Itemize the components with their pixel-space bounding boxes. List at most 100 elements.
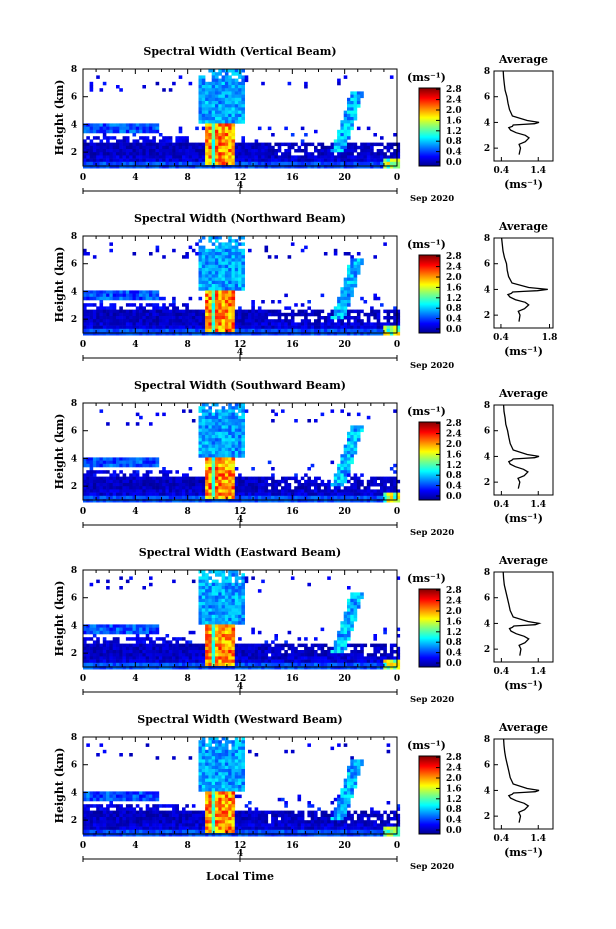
heatmap-cell [185,303,189,307]
heatmap-cell [125,646,130,651]
heatmap-cell [155,630,160,635]
heatmap-cell [224,602,229,606]
heatmap-cell [350,165,354,169]
heatmap-cell [198,75,203,79]
heatmap-cell [393,325,397,330]
heatmap-cell [340,495,344,500]
heatmap-cell [241,316,245,320]
heatmap-cell [145,637,150,641]
profile-y-tick-label: 8 [484,67,490,77]
heatmap-cell [221,614,226,619]
heatmap-cell [274,656,278,660]
heatmap-cell [267,666,272,670]
heatmap-cell [363,145,368,150]
heatmap-cell [264,319,269,323]
heatmap-cell [155,312,160,317]
heatmap-cell [238,431,242,436]
heatmap-cell [271,149,275,153]
heatmap-cell [376,328,381,333]
heatmap-cell [191,165,196,169]
heatmap-cell [218,252,222,256]
heatmap-cell [112,653,117,657]
heatmap-cell [353,441,358,445]
heatmap-cell [221,300,226,304]
heatmap-cell [99,656,104,660]
heatmap-cell [195,656,199,660]
heatmap-cell [343,280,348,285]
heatmap-cell [182,643,186,648]
heatmap-cell [208,608,212,612]
heatmap-cell [274,332,278,336]
heatmap-cell [86,161,90,166]
heatmap-cell [188,142,193,147]
heatmap-cell [205,271,209,275]
heatmap-cell [92,489,97,493]
heatmap-cell [168,489,173,493]
date-tick-label: 4 [237,181,243,191]
heatmap-cell [264,152,269,156]
heatmap-cell [218,412,222,417]
heatmap-cell [356,126,361,131]
profile-x-tick-label: 1.4 [530,500,546,510]
heatmap-cell [149,460,153,465]
heatmap-cell [116,479,120,484]
heatmap-cell [119,659,123,664]
heatmap-cell [396,495,401,500]
heatmap-cell [393,133,397,137]
heatmap-cell [244,492,249,497]
heatmap-cell [231,152,236,156]
heatmap-cell [92,627,97,632]
heatmap-cell [99,165,104,169]
heatmap-cell [267,325,272,330]
heatmap-cell [201,280,206,285]
heatmap-cell [158,666,163,670]
heatmap-cell [234,582,239,587]
heatmap-cell [277,659,282,664]
heatmap-cell [86,659,90,664]
heatmap-cell [231,602,236,606]
heatmap-cell [228,78,232,83]
heatmap-cell [211,463,216,468]
heatmap-cell [195,650,199,654]
heatmap-cell [83,123,87,127]
heatmap-cell [139,332,143,336]
heatmap-cell [201,85,206,89]
heatmap-cell [393,155,397,159]
heatmap-cell [333,499,338,503]
heatmap-cell [86,457,90,461]
heatmap-cell [162,659,166,664]
heatmap-cell [211,287,216,291]
heatmap-cell [314,650,318,654]
heatmap-cell [198,91,203,95]
heatmap-cell [228,653,232,657]
heatmap-cell [327,489,331,493]
heatmap-cell [119,332,123,336]
heatmap-cell [198,598,203,603]
heatmap-cell [343,120,348,124]
heatmap-cell [145,293,150,298]
heatmap-cell [327,479,331,484]
x-tick-label: 8 [185,173,191,183]
heatmap-cell [231,409,236,413]
heatmap-cell [208,637,212,641]
heatmap-cell [224,425,229,429]
heatmap-cell [96,637,100,641]
heatmap-cell [178,129,183,134]
heatmap-cell [238,451,242,455]
heatmap-cell [373,495,377,500]
heatmap-cell [228,104,232,108]
heatmap-cell [353,97,358,102]
heatmap-cell [96,129,100,134]
heatmap-cell [92,155,97,159]
heatmap-cell [241,110,245,115]
heatmap-cell [172,492,176,497]
heatmap-cell [195,252,199,256]
heatmap-cell [347,499,351,503]
heatmap-cell [307,306,311,310]
heatmap-cell [205,142,209,147]
heatmap-cell [224,637,229,641]
heatmap-cell [112,650,117,654]
heatmap-cell [172,486,176,490]
heatmap-cell [347,296,351,301]
heatmap-cell [228,300,232,304]
